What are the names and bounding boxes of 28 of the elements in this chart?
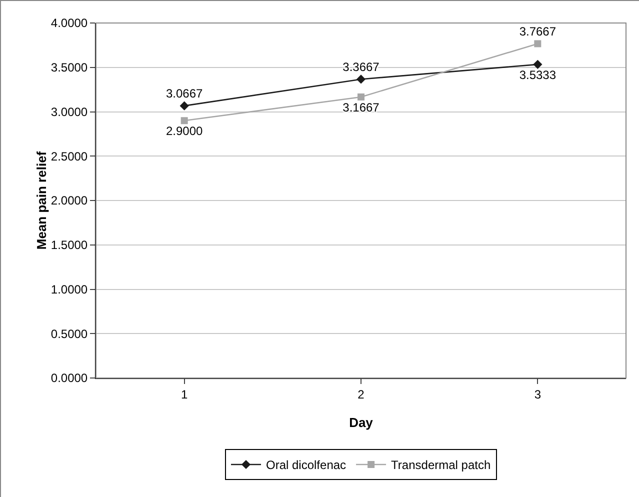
y-tick-label: 2.0000 bbox=[50, 194, 88, 208]
y-tick-label: 3.0000 bbox=[50, 104, 88, 119]
y-tick-label: 0.0000 bbox=[50, 371, 88, 386]
y-tick-label: 4.0000 bbox=[50, 16, 88, 30]
legend-label: Oral dicolfenac bbox=[266, 458, 346, 472]
x-tick-label: 3 bbox=[534, 387, 542, 402]
y-tick-label: 1.5000 bbox=[50, 238, 88, 252]
data-label: 3.3667 bbox=[342, 60, 380, 74]
point bbox=[358, 93, 364, 100]
point bbox=[356, 74, 366, 84]
x-tick-label: 1 bbox=[180, 387, 188, 402]
point bbox=[534, 40, 542, 48]
y-tick-label: 2.5000 bbox=[50, 149, 88, 164]
x-tick-label: 2 bbox=[358, 387, 365, 402]
point bbox=[180, 101, 189, 110]
y-tick-label: 3.5000 bbox=[50, 60, 88, 75]
y-tick-label: 1.0000 bbox=[50, 282, 88, 296]
y-tick-label: 0.5000 bbox=[50, 326, 88, 341]
point bbox=[180, 117, 188, 124]
data-label: 3.5333 bbox=[519, 68, 556, 82]
legend-label: Transdermal patch bbox=[391, 458, 491, 472]
data-label: 3.7667 bbox=[519, 24, 556, 38]
point bbox=[533, 60, 542, 69]
y-axis-title: Mean pain relief bbox=[34, 150, 49, 250]
data-label: 3.0667 bbox=[166, 86, 204, 100]
x-axis-title: Day bbox=[349, 415, 374, 430]
data-label: 2.9000 bbox=[166, 124, 204, 138]
data-label: 3.1667 bbox=[342, 100, 380, 114]
